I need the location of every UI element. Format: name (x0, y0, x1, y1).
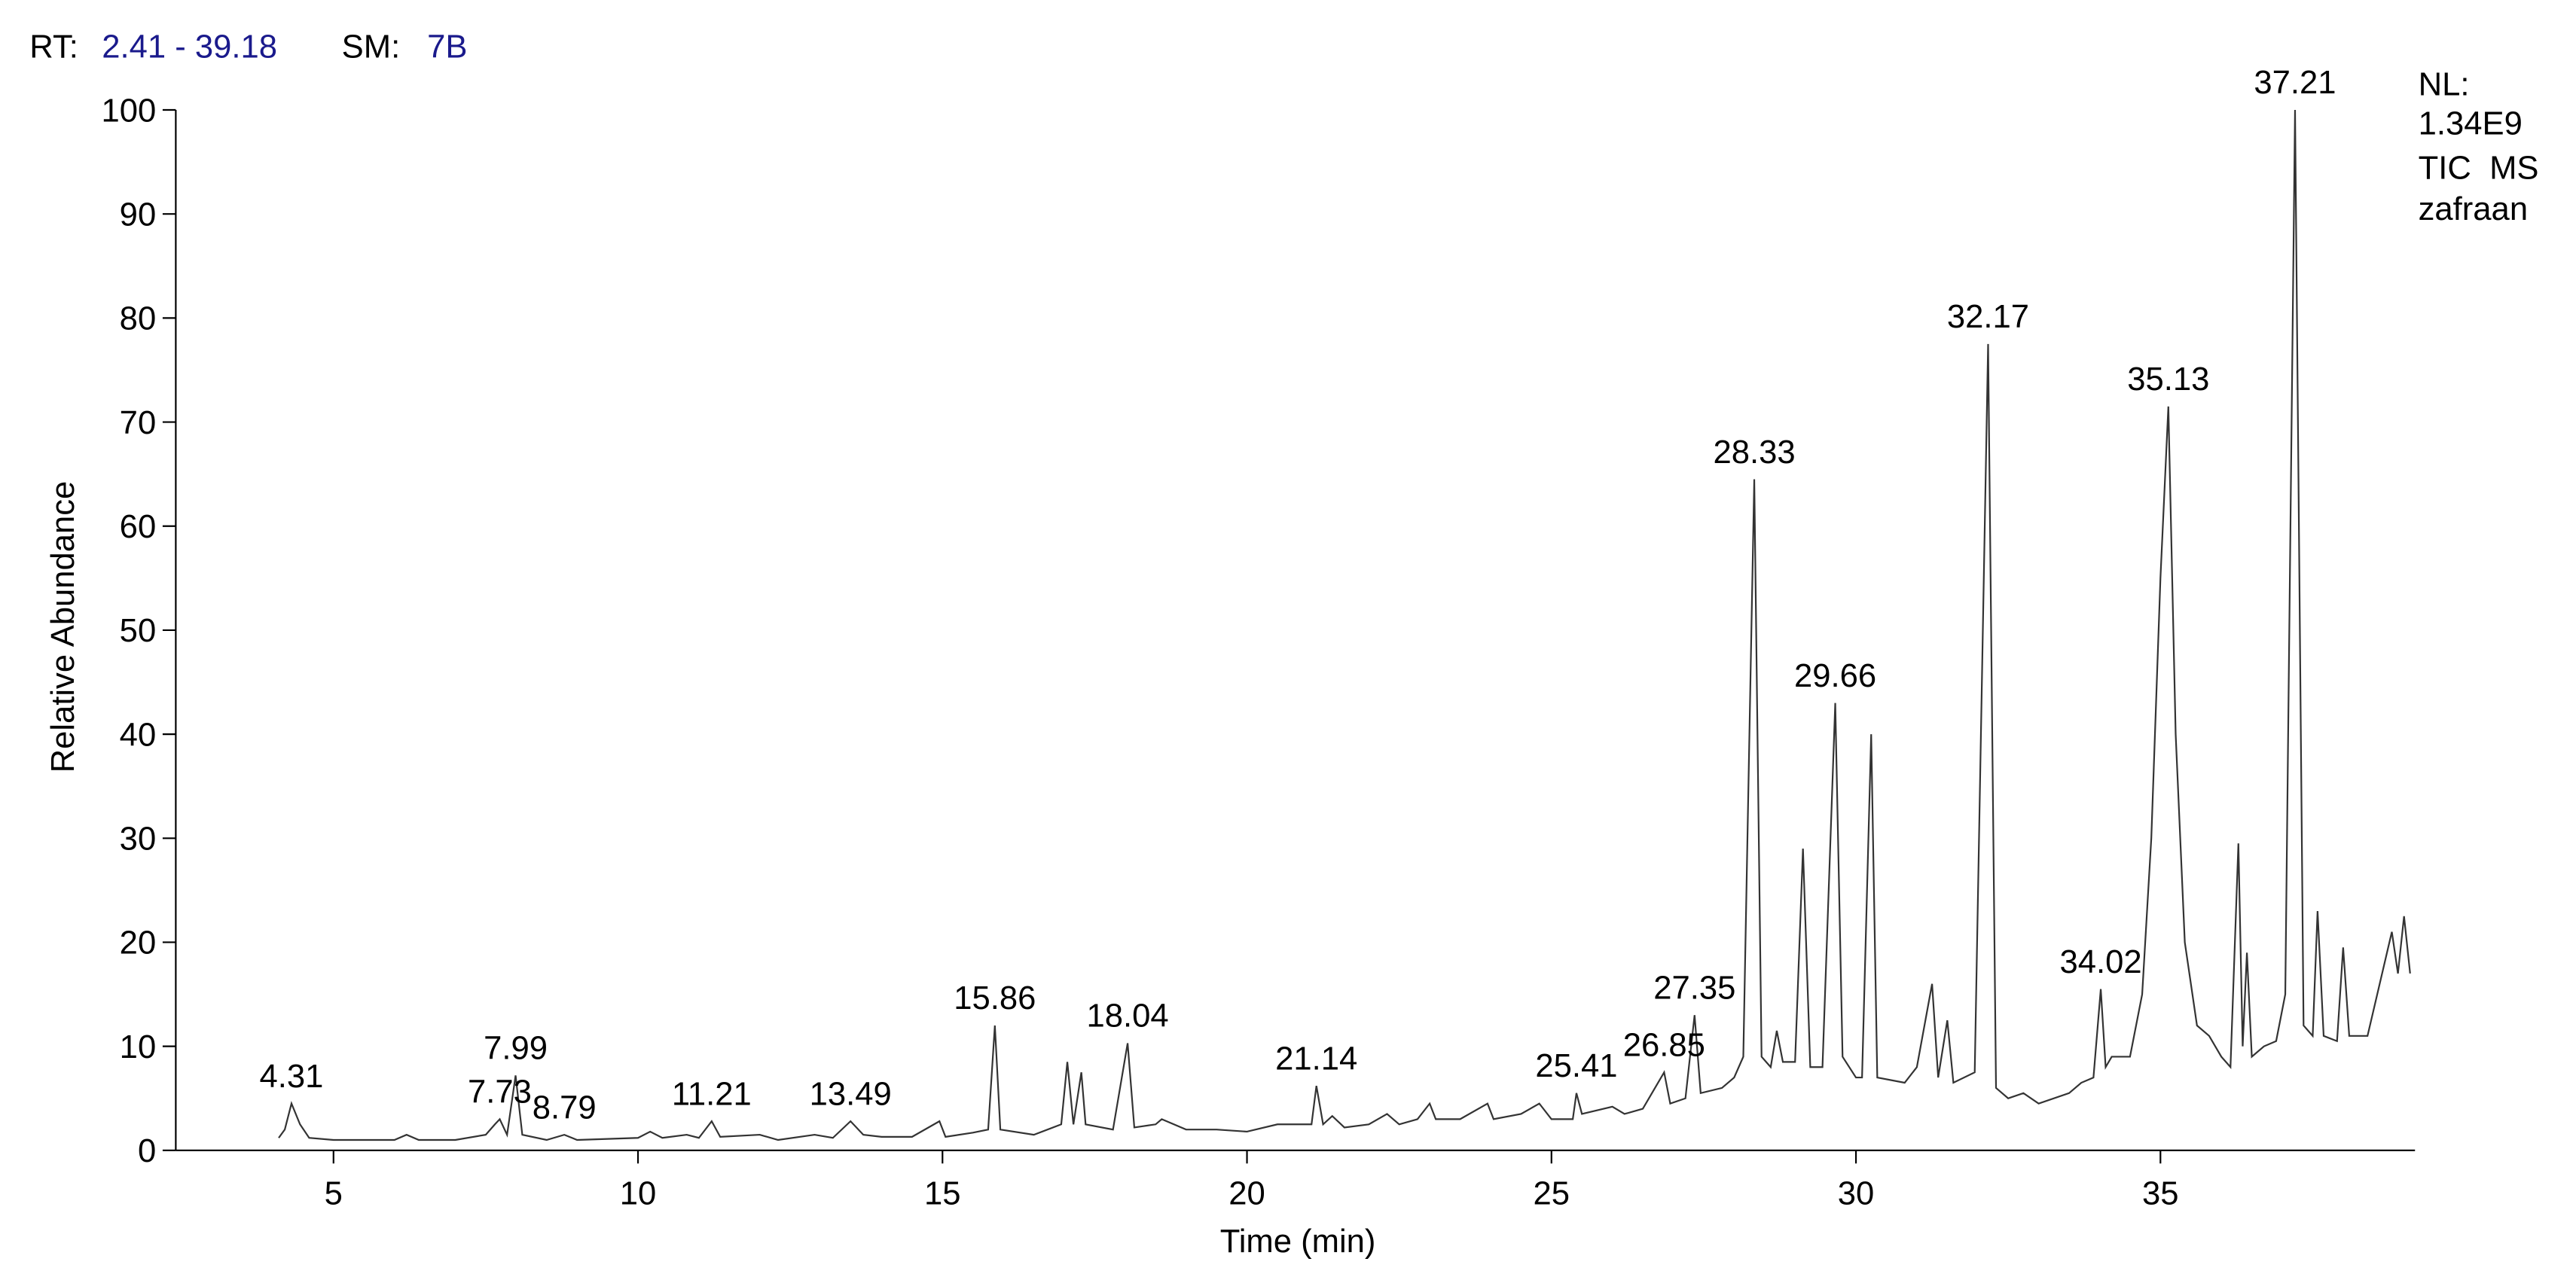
sample-name: zafraan (2419, 191, 2528, 227)
peak-label: 32.17 (1947, 299, 2029, 335)
peak-label: 25.41 (1535, 1048, 1617, 1084)
x-tick-label: 10 (620, 1176, 657, 1212)
y-tick-label: 100 (101, 93, 156, 129)
y-tick-label: 30 (120, 821, 157, 858)
y-tick-label: 50 (120, 613, 157, 649)
peak-label: 7.99 (484, 1031, 548, 1067)
x-tick-label: 30 (1838, 1176, 1875, 1212)
peak-label: 11.21 (672, 1076, 752, 1112)
y-tick-label: 70 (120, 405, 157, 441)
rt-range: 2.41 - 39.18 (102, 29, 277, 65)
y-tick-label: 0 (138, 1133, 156, 1169)
peak-label: 26.85 (1623, 1027, 1705, 1063)
y-tick-label: 80 (120, 301, 157, 337)
sm-value: 7B (427, 29, 467, 65)
x-tick-label: 25 (1534, 1176, 1570, 1212)
peak-label: 4.31 (260, 1059, 324, 1095)
y-tick-label: 40 (120, 717, 157, 753)
x-tick-label: 15 (924, 1176, 961, 1212)
peak-label: 8.79 (533, 1090, 597, 1126)
y-tick-label: 10 (120, 1029, 157, 1065)
peak-label: 21.14 (1275, 1041, 1357, 1077)
scan-type: TIC MS (2419, 151, 2539, 187)
y-tick-label: 20 (120, 925, 157, 962)
y-tick-label: 90 (120, 197, 157, 233)
peak-label: 27.35 (1653, 970, 1735, 1006)
x-tick-label: 35 (2142, 1176, 2179, 1212)
peak-label: 29.66 (1794, 658, 1876, 694)
peak-label: 13.49 (810, 1076, 892, 1112)
peak-label: 15.86 (954, 980, 1036, 1016)
x-tick-label: 20 (1228, 1176, 1265, 1212)
sm-label: SM: (342, 29, 401, 65)
x-tick-label: 5 (325, 1176, 343, 1212)
y-tick-label: 60 (120, 509, 157, 545)
nl-label: NL: (2419, 66, 2470, 102)
peak-label: 34.02 (2059, 944, 2141, 980)
x-axis-title: Time (min) (1220, 1224, 1376, 1260)
peak-label: 18.04 (1087, 998, 1169, 1035)
trace (278, 110, 2411, 1141)
y-axis-title: Relative Abundance (45, 481, 81, 773)
rt-label: RT: (29, 29, 78, 65)
peak-label: 7.73 (468, 1074, 532, 1111)
peak-label: 37.21 (2254, 65, 2336, 101)
nl-value: 1.34E9 (2419, 106, 2523, 142)
peak-label: 35.13 (2127, 361, 2209, 398)
peak-label: 28.33 (1713, 434, 1795, 471)
